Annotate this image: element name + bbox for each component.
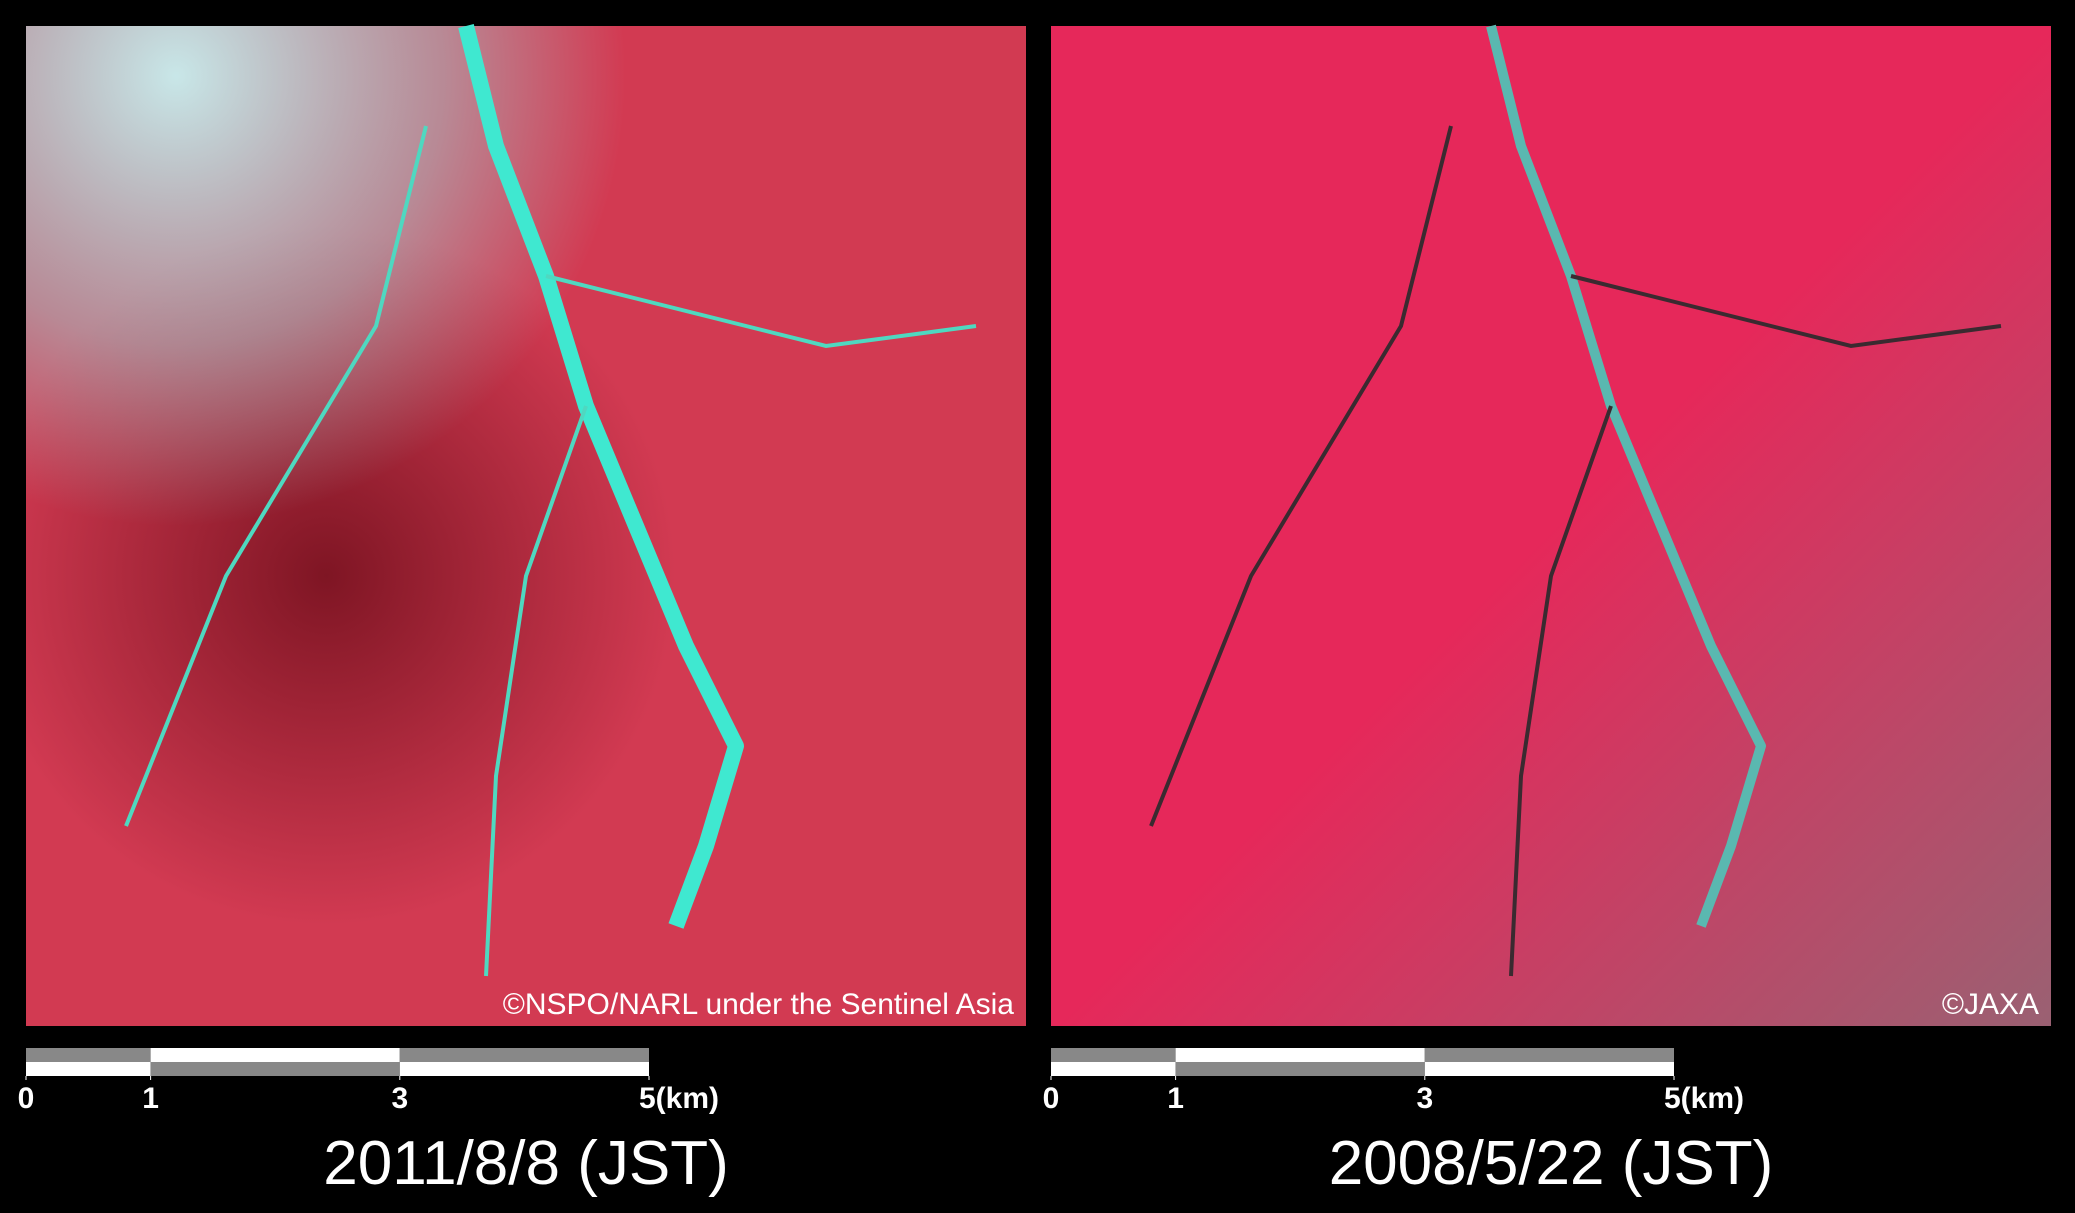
scale-label: 0	[18, 1082, 35, 1115]
scale-label: 5(km)	[1664, 1082, 1744, 1115]
scale-segment	[399, 1048, 649, 1062]
scale-segment	[1175, 1062, 1425, 1076]
tributary	[1149, 125, 1453, 827]
scale-label: 1	[1167, 1082, 1184, 1115]
scale-segment	[1051, 1048, 1176, 1062]
scale-segment	[1051, 1062, 1176, 1076]
date: 2008/5/22 (JST)	[1329, 1129, 1774, 1198]
tributary	[545, 274, 977, 349]
terrain-tint	[1051, 26, 2051, 1026]
tributary	[1509, 405, 1613, 977]
scale-label: 5(km)	[639, 1082, 719, 1115]
tributary	[484, 405, 588, 977]
credit: ©JAXA	[1942, 988, 2039, 1021]
tributary	[1570, 274, 2002, 349]
scale-segment	[150, 1062, 400, 1076]
tributary	[124, 125, 428, 827]
scale-segment	[26, 1062, 151, 1076]
scale-segment	[1424, 1062, 1674, 1076]
satellite-image: ©NSPO/NARL under the Sentinel Asia	[26, 24, 1026, 1026]
scale-segment	[150, 1048, 400, 1062]
scale-segment	[1424, 1048, 1674, 1062]
river	[458, 24, 744, 929]
cloud	[26, 26, 1026, 1026]
scale-segment	[26, 1048, 151, 1062]
scale-label: 3	[1416, 1082, 1433, 1115]
credit: ©NSPO/NARL under the Sentinel Asia	[503, 988, 1015, 1021]
satellite-image: ©JAXA	[1051, 24, 2051, 1026]
scale-label: 1	[142, 1082, 159, 1115]
scale-label: 3	[391, 1082, 408, 1115]
scale-segment	[399, 1062, 649, 1076]
date: 2011/8/8 (JST)	[323, 1129, 728, 1198]
scale-label: 0	[1043, 1082, 1060, 1115]
river	[1486, 24, 1766, 928]
scale-segment	[1175, 1048, 1425, 1062]
